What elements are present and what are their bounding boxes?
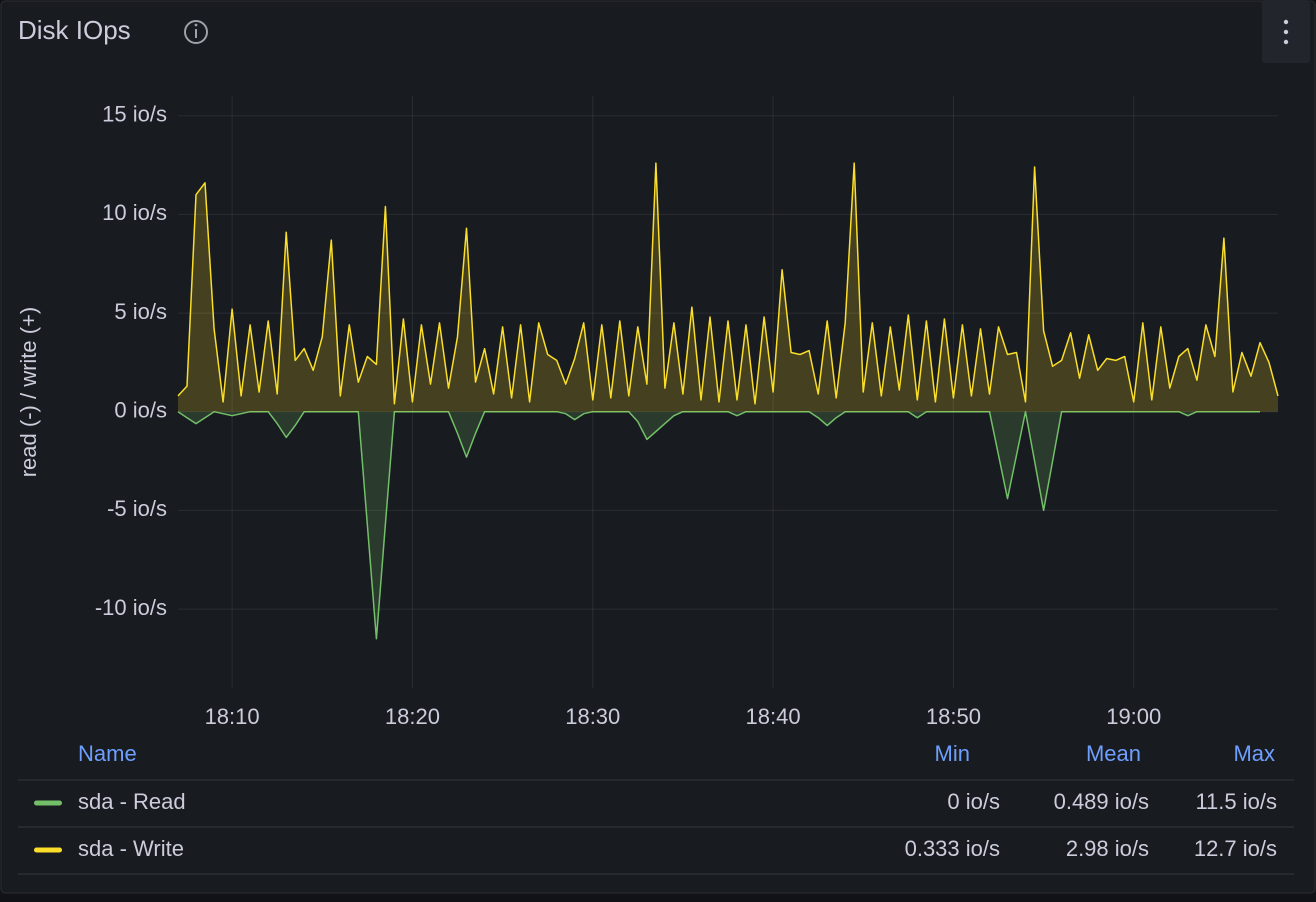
legend-value: 12.7 io/s — [1194, 836, 1277, 861]
x-tick-label: 18:40 — [746, 704, 801, 729]
series-area — [178, 163, 1278, 412]
menu-dot — [1283, 19, 1289, 25]
x-tick-label: 18:10 — [205, 704, 260, 729]
legend-value: 0 io/s — [947, 789, 1000, 814]
legend-swatch — [34, 847, 62, 853]
legend-value: 2.98 io/s — [1066, 836, 1149, 861]
y-tick-label: -5 io/s — [107, 496, 167, 521]
y-tick-label: 15 io/s — [102, 102, 167, 127]
legend-value: 0.333 io/s — [905, 836, 1000, 861]
x-tick-label: 18:50 — [926, 704, 981, 729]
info-dot — [194, 23, 198, 27]
menu-dot — [1283, 29, 1289, 35]
info-icon[interactable] — [184, 20, 208, 44]
menu-button[interactable] — [1262, 0, 1310, 63]
y-tick-label: 0 io/s — [114, 398, 167, 423]
legend-value: 0.489 io/s — [1054, 789, 1149, 814]
legend-header: Min — [935, 741, 970, 766]
legend-header: Name — [78, 741, 137, 766]
series-line — [177, 162, 1279, 405]
panel-title: Disk IOps — [18, 15, 131, 45]
x-tick-label: 18:20 — [385, 704, 440, 729]
legend-swatch — [34, 800, 62, 806]
y-tick-label: -10 io/s — [95, 595, 167, 620]
x-tick-label: 19:00 — [1106, 704, 1161, 729]
legend-value: 11.5 io/s — [1195, 789, 1277, 814]
y-axis-label: read (-) / write (+) — [16, 307, 41, 478]
info-circle — [184, 20, 208, 44]
y-tick-label: 10 io/s — [102, 200, 167, 225]
series-line — [177, 410, 1260, 640]
legend-header: Max — [1233, 741, 1275, 766]
y-tick-label: 5 io/s — [114, 299, 167, 324]
legend-name: sda - Write — [78, 836, 184, 861]
series-area — [178, 411, 1260, 639]
legend-header: Mean — [1086, 741, 1141, 766]
menu-dot — [1283, 39, 1289, 45]
legend-name: sda - Read — [78, 789, 186, 814]
x-tick-label: 18:30 — [565, 704, 620, 729]
